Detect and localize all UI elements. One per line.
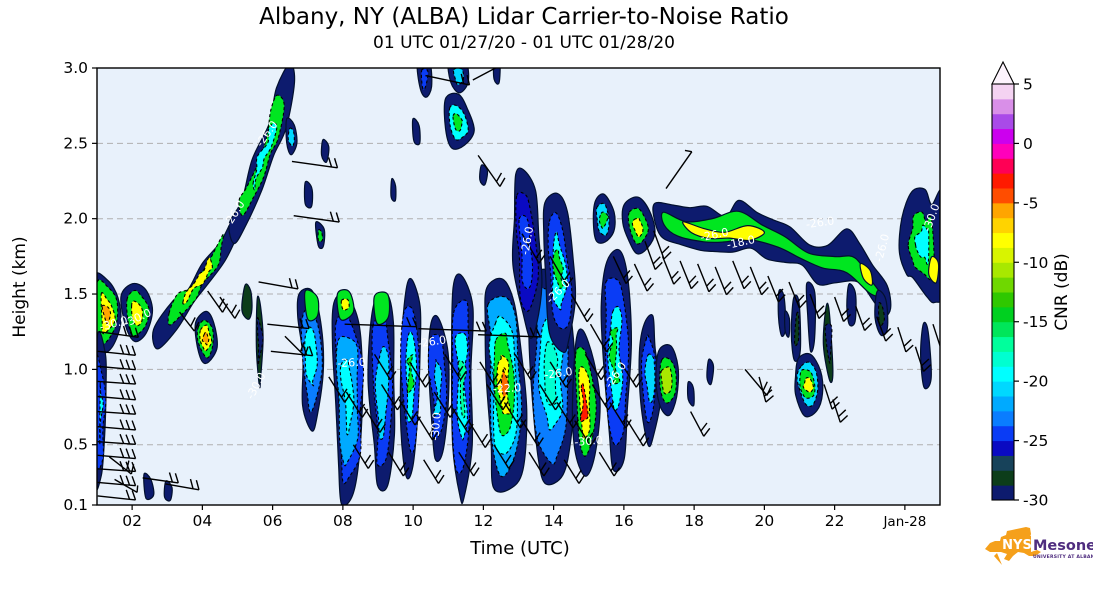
colorbar-tick-label: -5 [1023, 194, 1038, 212]
contour-label: -30.0 [574, 434, 603, 449]
colorbar-tick-label: -20 [1023, 373, 1048, 391]
y-tick-label: 2.0 [63, 210, 88, 228]
contour-label: -26.0 [518, 226, 536, 256]
contour-label: -22.0 [493, 381, 522, 395]
x-tick-label: 22 [825, 512, 845, 530]
colorbar-tick-label: -25 [1023, 432, 1048, 450]
logo-nys-text: NYS [1002, 538, 1032, 553]
contour-label: -26.0 [805, 214, 835, 231]
y-axis-label: Height (km) [10, 236, 30, 338]
y-tick-label: 0.1 [63, 496, 88, 514]
x-tick-label: 16 [614, 512, 634, 530]
x-tick-label: 04 [193, 512, 213, 530]
x-tick-label: 12 [474, 512, 494, 530]
y-tick-label: 0.5 [63, 436, 88, 454]
x-tick-label: 14 [544, 512, 564, 530]
y-tick-label: 1.5 [63, 285, 88, 303]
logo-subtitle-text: UNIVERSITY AT ALBANY [1033, 554, 1093, 560]
colorbar-tick-label: -15 [1023, 313, 1048, 331]
cnr-filled-contours [97, 68, 940, 505]
nys-mesonet-logo: NYSMesonetUNIVERSITY AT ALBANY [985, 527, 1093, 565]
x-tick-label: 18 [684, 512, 704, 530]
x-tick-label: 10 [403, 512, 423, 530]
x-tick-label: 20 [755, 512, 775, 530]
wind-barbs [97, 68, 940, 501]
figure-title: Albany, NY (ALBA) Lidar Carrier-to-Noise… [259, 4, 789, 30]
contour-label: -26.0 [699, 226, 730, 245]
y-tick-label: 3.0 [63, 59, 88, 77]
colorbar-tick-label: -10 [1023, 254, 1048, 272]
y-tick-label: 1.0 [63, 360, 88, 378]
axes: 02 04 06 08 10 12 14 16 18 20 22 Jan-28 0.1 0.5 1.0 1.5… [63, 59, 941, 530]
contour-label: -26.0 [417, 333, 447, 350]
x-axis-label: Time (UTC) [470, 538, 570, 559]
contour-label: -30.0 [428, 412, 443, 441]
figure-subtitle: 01 UTC 01/27/20 - 01 UTC 01/28/20 [373, 33, 675, 53]
colorbar-tick-label: 0 [1023, 135, 1033, 153]
x-tick-label: 06 [263, 512, 283, 530]
colorbar-tick-label: 5 [1023, 76, 1033, 94]
contour-label: -26.0 [337, 356, 366, 370]
contour-label: -18.0 [726, 233, 757, 252]
colorbar-label: CNR (dB) [1052, 253, 1072, 331]
colorbar: 5 0 -5 -10 -15 -20 -25 -30 [991, 60, 1048, 510]
x-tick-label: Jan-28 [882, 514, 926, 530]
colorbar-tick-label: -30 [1023, 492, 1048, 510]
contour-label: -26.0 [543, 365, 573, 382]
y-tick-label: 2.5 [63, 134, 88, 152]
x-tick-label: 02 [122, 512, 142, 530]
x-tick-label: 08 [333, 512, 353, 530]
logo-mesonet-text: Mesonet [1033, 538, 1093, 554]
